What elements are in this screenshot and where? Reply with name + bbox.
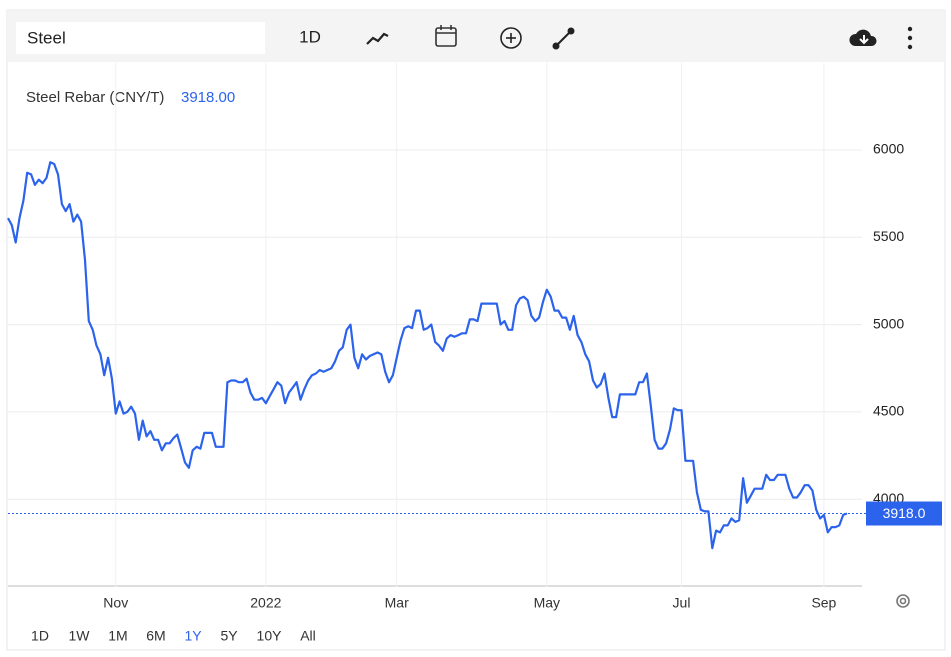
- range-button[interactable]: 1D: [31, 628, 49, 644]
- range-button[interactable]: 1W: [69, 628, 91, 644]
- interval-button[interactable]: 1D: [299, 27, 321, 46]
- menu-icon[interactable]: [907, 26, 913, 50]
- x-tick-label: Jul: [673, 595, 691, 611]
- y-tick-label: 6000: [873, 141, 904, 157]
- x-tick-label: Sep: [811, 595, 836, 611]
- compare-icon[interactable]: [500, 27, 522, 49]
- range-button[interactable]: 6M: [146, 628, 165, 644]
- frame: [6, 9, 946, 651]
- legend-value: 3918.00: [181, 89, 235, 106]
- chart-type-icon[interactable]: [366, 32, 389, 45]
- range-button[interactable]: 1Y: [184, 628, 202, 644]
- y-tick-label: 4500: [873, 403, 904, 419]
- range-button[interactable]: All: [300, 628, 316, 644]
- x-tick-label: May: [534, 595, 560, 611]
- range-button[interactable]: 1M: [108, 628, 127, 644]
- settings-icon[interactable]: [896, 594, 910, 608]
- range-button[interactable]: 10Y: [257, 628, 283, 644]
- search-text[interactable]: Steel: [27, 28, 66, 47]
- range-button[interactable]: 5Y: [220, 628, 238, 644]
- draw-icon[interactable]: [552, 27, 575, 50]
- download-icon[interactable]: [849, 29, 877, 46]
- legend-name: Steel Rebar (CNY/T): [26, 89, 164, 106]
- price-line: [7, 161, 848, 550]
- x-tick-label: Mar: [385, 595, 409, 611]
- x-tick-label: 2022: [250, 595, 281, 611]
- last-price-box: [866, 501, 942, 526]
- last-price-label: 3918.0: [883, 505, 926, 521]
- x-tick-label: Nov: [103, 595, 128, 611]
- y-tick-label: 5000: [873, 315, 904, 331]
- y-tick-label: 5500: [873, 228, 904, 244]
- search-box[interactable]: [16, 22, 265, 54]
- calendar-icon[interactable]: [435, 25, 457, 47]
